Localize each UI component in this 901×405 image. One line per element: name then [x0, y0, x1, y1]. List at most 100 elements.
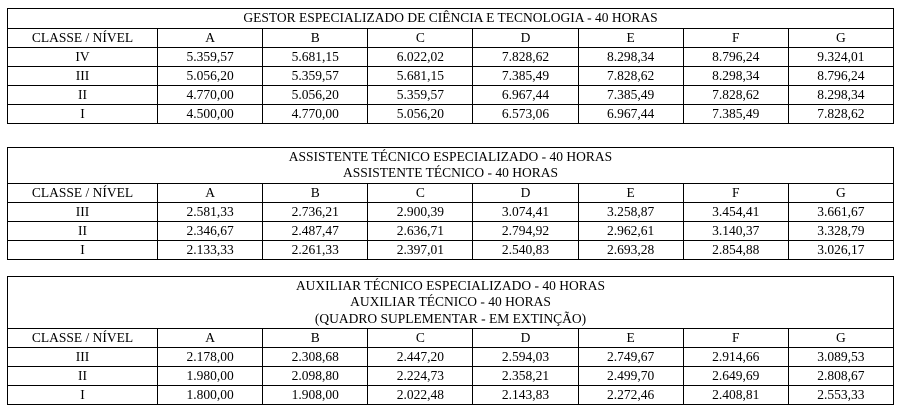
value-cell: 2.581,33 — [158, 202, 263, 221]
column-header-d: D — [473, 183, 578, 202]
value-cell: 2.408,81 — [683, 386, 788, 405]
spacer — [7, 260, 894, 276]
table-assistente-tecnico: ASSISTENTE TÉCNICO ESPECIALIZADO - 40 HO… — [7, 147, 894, 260]
value-cell: 2.358,21 — [473, 367, 578, 386]
value-cell: 5.359,57 — [158, 47, 263, 66]
table-row: I 1.800,00 1.908,00 2.022,48 2.143,83 2.… — [8, 386, 894, 405]
column-header-c: C — [368, 28, 473, 47]
table-title-line: AUXILIAR TÉCNICO ESPECIALIZADO - 40 HORA… — [10, 278, 891, 295]
value-cell: 4.770,00 — [263, 104, 368, 123]
value-cell: 4.500,00 — [158, 104, 263, 123]
table-title: ASSISTENTE TÉCNICO ESPECIALIZADO - 40 HO… — [8, 147, 894, 183]
value-cell: 5.056,20 — [368, 104, 473, 123]
value-cell: 2.098,80 — [263, 367, 368, 386]
column-header-c: C — [368, 329, 473, 348]
classe-cell: III — [8, 66, 158, 85]
table-title: AUXILIAR TÉCNICO ESPECIALIZADO - 40 HORA… — [8, 276, 894, 329]
value-cell: 8.298,34 — [788, 85, 893, 104]
table-auxiliar-tecnico: AUXILIAR TÉCNICO ESPECIALIZADO - 40 HORA… — [7, 276, 894, 405]
value-cell: 3.026,17 — [788, 240, 893, 259]
value-cell: 1.908,00 — [263, 386, 368, 405]
table-title: GESTOR ESPECIALIZADO DE CIÊNCIA E TECNOL… — [8, 9, 894, 29]
table-row: II 1.980,00 2.098,80 2.224,73 2.358,21 2… — [8, 367, 894, 386]
value-cell: 2.022,48 — [368, 386, 473, 405]
value-cell: 2.553,33 — [788, 386, 893, 405]
classe-cell: II — [8, 367, 158, 386]
column-header-e: E — [578, 183, 683, 202]
table-row: I 2.133,33 2.261,33 2.397,01 2.540,83 2.… — [8, 240, 894, 259]
column-header-a: A — [158, 329, 263, 348]
value-cell: 7.828,62 — [473, 47, 578, 66]
column-header-e: E — [578, 329, 683, 348]
value-cell: 3.661,67 — [788, 202, 893, 221]
table-header-row: CLASSE / NÍVEL A B C D E F G — [8, 329, 894, 348]
value-cell: 2.261,33 — [263, 240, 368, 259]
classe-cell: II — [8, 221, 158, 240]
value-cell: 5.359,57 — [263, 66, 368, 85]
value-cell: 2.693,28 — [578, 240, 683, 259]
table-title-line: ASSISTENTE TÉCNICO - 40 HORAS — [10, 165, 891, 182]
table-title-line: GESTOR ESPECIALIZADO DE CIÊNCIA E TECNOL… — [10, 10, 891, 27]
value-cell: 7.385,49 — [683, 104, 788, 123]
classe-cell: III — [8, 348, 158, 367]
value-cell: 6.022,02 — [368, 47, 473, 66]
classe-cell: III — [8, 202, 158, 221]
column-header-f: F — [683, 28, 788, 47]
value-cell: 3.074,41 — [473, 202, 578, 221]
value-cell: 2.854,88 — [683, 240, 788, 259]
value-cell: 5.681,15 — [263, 47, 368, 66]
value-cell: 8.796,24 — [788, 66, 893, 85]
value-cell: 7.385,49 — [578, 85, 683, 104]
column-header-f: F — [683, 329, 788, 348]
column-header-b: B — [263, 183, 368, 202]
table-title-line: ASSISTENTE TÉCNICO ESPECIALIZADO - 40 HO… — [10, 149, 891, 166]
value-cell: 2.224,73 — [368, 367, 473, 386]
value-cell: 6.967,44 — [473, 85, 578, 104]
value-cell: 2.499,70 — [578, 367, 683, 386]
table-row: II 4.770,00 5.056,20 5.359,57 6.967,44 7… — [8, 85, 894, 104]
column-header-f: F — [683, 183, 788, 202]
value-cell: 7.828,62 — [788, 104, 893, 123]
value-cell: 2.736,21 — [263, 202, 368, 221]
column-header-e: E — [578, 28, 683, 47]
table-row: III 2.178,00 2.308,68 2.447,20 2.594,03 … — [8, 348, 894, 367]
value-cell: 2.636,71 — [368, 221, 473, 240]
classe-cell: I — [8, 240, 158, 259]
table-title-line: (QUADRO SUPLEMENTAR - EM EXTINÇÃO) — [10, 311, 891, 328]
value-cell: 8.298,34 — [683, 66, 788, 85]
column-header-b: B — [263, 329, 368, 348]
table-row: III 2.581,33 2.736,21 2.900,39 3.074,41 … — [8, 202, 894, 221]
value-cell: 2.272,46 — [578, 386, 683, 405]
value-cell: 1.980,00 — [158, 367, 263, 386]
classe-cell: I — [8, 104, 158, 123]
column-header-classe-nivel: CLASSE / NÍVEL — [8, 329, 158, 348]
value-cell: 5.056,20 — [263, 85, 368, 104]
value-cell: 3.140,37 — [683, 221, 788, 240]
table-row: II 2.346,67 2.487,47 2.636,71 2.794,92 2… — [8, 221, 894, 240]
value-cell: 8.796,24 — [683, 47, 788, 66]
value-cell: 2.794,92 — [473, 221, 578, 240]
value-cell: 5.681,15 — [368, 66, 473, 85]
value-cell: 8.298,34 — [578, 47, 683, 66]
table-header-row: CLASSE / NÍVEL A B C D E F G — [8, 183, 894, 202]
value-cell: 2.900,39 — [368, 202, 473, 221]
value-cell: 2.397,01 — [368, 240, 473, 259]
column-header-classe-nivel: CLASSE / NÍVEL — [8, 28, 158, 47]
column-header-g: G — [788, 28, 893, 47]
value-cell: 2.540,83 — [473, 240, 578, 259]
value-cell: 2.594,03 — [473, 348, 578, 367]
value-cell: 3.089,53 — [788, 348, 893, 367]
value-cell: 2.178,00 — [158, 348, 263, 367]
value-cell: 2.487,47 — [263, 221, 368, 240]
table-row: IV 5.359,57 5.681,15 6.022,02 7.828,62 8… — [8, 47, 894, 66]
column-header-a: A — [158, 28, 263, 47]
column-header-b: B — [263, 28, 368, 47]
value-cell: 7.385,49 — [473, 66, 578, 85]
value-cell: 2.749,67 — [578, 348, 683, 367]
classe-cell: IV — [8, 47, 158, 66]
value-cell: 7.828,62 — [683, 85, 788, 104]
table-title-row: GESTOR ESPECIALIZADO DE CIÊNCIA E TECNOL… — [8, 9, 894, 29]
column-header-c: C — [368, 183, 473, 202]
column-header-d: D — [473, 28, 578, 47]
